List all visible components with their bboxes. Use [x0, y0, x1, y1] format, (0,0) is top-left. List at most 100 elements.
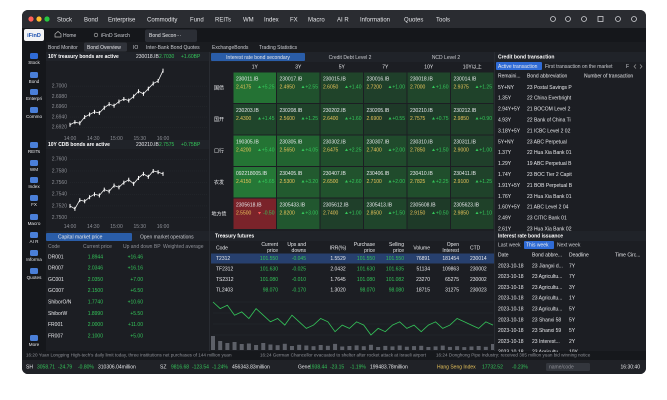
zoom-button[interactable]	[44, 16, 50, 22]
tab[interactable]: This week	[526, 242, 549, 248]
news-item[interactable]: 16:20 Yuan Longping High-tech's daily li…	[26, 353, 232, 358]
search-box[interactable]	[546, 363, 590, 371]
sidebar-icon[interactable]	[30, 268, 38, 274]
tab[interactable]: Open market operations	[140, 234, 194, 240]
price-tick	[152, 168, 154, 173]
chart-title: 10Y CDB bonds are active	[48, 142, 110, 148]
volume-bar	[412, 346, 417, 350]
search-placeholder[interactable]: name/code	[549, 364, 574, 370]
subtab[interactable]: Inter-Bank Bond Quotes	[146, 45, 200, 51]
sidebar-icon[interactable]	[30, 214, 38, 220]
cell: 2.1500	[88, 288, 104, 294]
active-tab[interactable]: Bond Secon···	[149, 33, 182, 39]
icon[interactable]	[615, 16, 621, 22]
sidebar-label[interactable]: WM	[30, 167, 38, 172]
sidebar-icon[interactable]	[30, 160, 38, 166]
index-value: 1938.44	[309, 364, 327, 370]
sidebar-label[interactable]: FX	[31, 202, 37, 207]
sidebar-label[interactable]: Index	[28, 184, 40, 189]
bond-code: 230210.IB	[410, 108, 433, 114]
news-item[interactable]: 16:24 German Chancellor evacuated to she…	[260, 353, 427, 358]
menu-item[interactable]: Information	[360, 18, 390, 24]
icon[interactable]	[581, 16, 587, 22]
sidebar-icon[interactable]	[30, 142, 38, 148]
tab[interactable]: Active transaction	[498, 64, 538, 70]
sidebar-icon[interactable]	[30, 53, 38, 59]
bond-code: 2305433.IB	[280, 202, 306, 208]
sidebar-label[interactable]: AI R	[30, 239, 40, 244]
price-tick	[69, 122, 71, 127]
subtab[interactable]: IO	[133, 45, 138, 51]
bond-change: +1.50	[436, 147, 449, 153]
volume-bar	[426, 347, 431, 350]
bond-yield: 2.5650	[280, 147, 296, 153]
bond-code: 230410.IB	[410, 171, 433, 177]
sidebar-icon[interactable]	[30, 195, 38, 201]
menu-item[interactable]: AI R	[337, 18, 349, 24]
menu-item[interactable]: FX	[290, 18, 298, 24]
subtab[interactable]: Trading Statistics	[259, 45, 298, 51]
menu-item[interactable]: Enterprise	[108, 18, 136, 24]
sidebar-label[interactable]: Bond	[29, 79, 40, 84]
menu-item[interactable]: Stock	[57, 18, 73, 24]
sidebar-label[interactable]: Stock	[28, 60, 40, 65]
tab-arrows[interactable]	[633, 64, 643, 69]
menu-item[interactable]: Quotes	[404, 18, 423, 24]
subtab[interactable]: Bond Monitor	[48, 45, 78, 51]
search-tab[interactable]: iFinD Search	[101, 33, 130, 39]
sidebar-label[interactable]: More	[29, 342, 40, 347]
tab[interactable]: Last week	[498, 242, 521, 248]
sidebar-label[interactable]: Macro	[28, 221, 41, 226]
sidebar-label[interactable]: Informa	[26, 257, 42, 262]
menu-item[interactable]: REITs	[215, 18, 231, 24]
sidebar-icon[interactable]	[30, 107, 38, 113]
minimize-button[interactable]	[36, 16, 42, 22]
menu-item[interactable]: Fund	[190, 18, 204, 24]
icon[interactable]	[631, 16, 637, 22]
sidebar-icon[interactable]	[30, 72, 38, 78]
sidebar-label[interactable]: REITs	[28, 149, 41, 154]
tab[interactable]: Capital market price	[58, 234, 103, 240]
sidebar-icon[interactable]	[30, 232, 38, 238]
tab[interactable]: NCD Level 2	[432, 55, 461, 61]
cell: 5Y	[569, 317, 576, 323]
tab[interactable]: Interest rate bond secondary	[226, 55, 290, 61]
menu-item[interactable]: Index	[264, 18, 279, 24]
menu-item[interactable]: Commodity	[147, 18, 177, 24]
sidebar-icon[interactable]	[30, 250, 38, 256]
subtab[interactable]: Bond Overview	[87, 45, 121, 51]
bond-yield: 2.8500	[367, 210, 383, 216]
news-item[interactable]: 16:24 Donghong Pipe Industry: received 3…	[436, 353, 591, 358]
subtab[interactable]: ExchangeBonds	[212, 45, 249, 51]
sidebar-icon[interactable]	[30, 177, 38, 183]
menu-item[interactable]: Bond	[84, 18, 98, 24]
tab[interactable]: Next week	[557, 242, 581, 248]
bond-yield: 2.9375	[454, 84, 470, 90]
tab[interactable]: First transaction on the market	[545, 64, 613, 70]
volume-bar	[211, 336, 215, 350]
sidebar-label[interactable]: Commo	[26, 114, 43, 119]
tab[interactable]: Credit Debt Level 2	[329, 55, 372, 61]
sidebar-label[interactable]: Enterpri	[26, 96, 42, 101]
icon[interactable]	[550, 16, 556, 22]
column-header: Purchase price	[354, 242, 375, 254]
sidebar-label[interactable]: Quotes	[27, 275, 43, 280]
home-tab[interactable]: Home	[63, 33, 77, 39]
icon[interactable]	[597, 16, 604, 22]
cell: 101.630	[260, 266, 278, 272]
cell: 23 Agricultu...	[532, 274, 562, 280]
close-button[interactable]	[28, 16, 34, 22]
sidebar-icon[interactable]	[30, 89, 38, 95]
menu-item[interactable]: Tools	[436, 18, 450, 24]
down-arrow	[258, 212, 261, 215]
cell: 2.0432	[330, 266, 346, 272]
menu-item[interactable]: Macro	[308, 18, 325, 24]
menu-item[interactable]: WM	[243, 18, 254, 24]
tab[interactable]: F	[626, 64, 629, 70]
icon[interactable]	[565, 16, 571, 22]
panel-title: Treasury futures	[215, 233, 254, 239]
up-arrow	[432, 180, 435, 183]
right-panel: Credit bond transaction Active transactio…	[498, 54, 643, 352]
cell-bg	[364, 104, 407, 135]
sidebar-icon[interactable]	[30, 335, 38, 341]
